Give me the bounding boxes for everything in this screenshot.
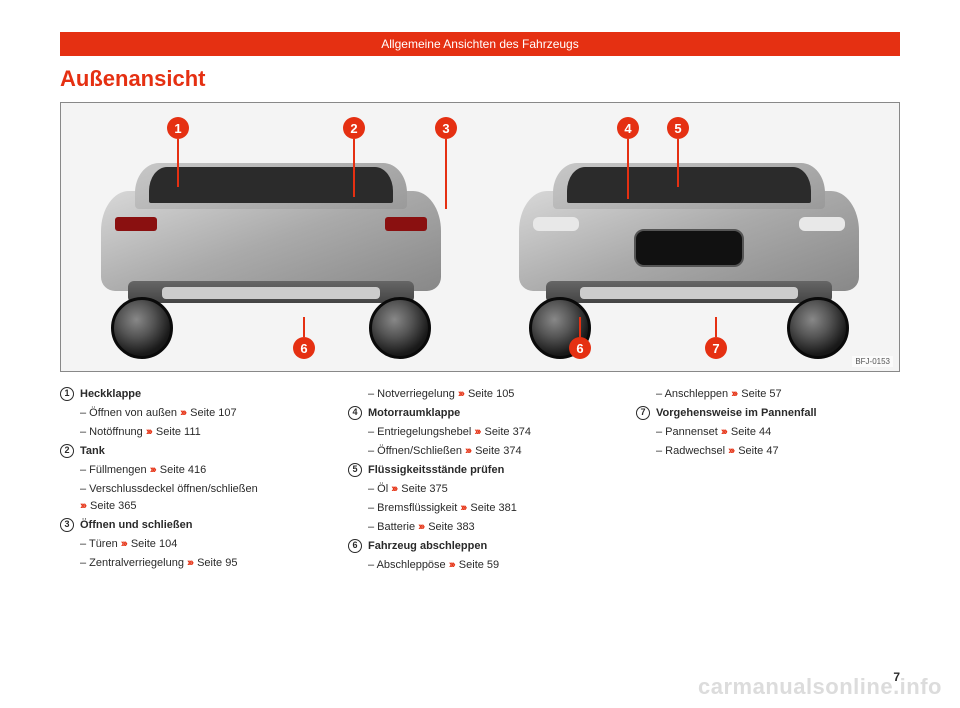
vehicle-figure: 1 23 45 6 6 7 BFJ-0153 [60,102,900,372]
legend-number-icon: 3 [60,518,74,532]
callout-marker: 2 [343,117,365,197]
legend-item: – Abschleppöse ››› Seite 59 [348,557,612,574]
legend-item: – Radwechsel ››› Seite 47 [636,443,900,460]
callout-marker: 5 [667,117,689,187]
car-rear-illustration [101,181,441,341]
legend-heading: 6Fahrzeug abschleppen [348,538,612,555]
legend-item: – Zentralverriegelung ››› Seite 95 [60,555,324,572]
legend-item: – Türen ››› Seite 104 [60,536,324,553]
legend-heading: 1Heckklappe [60,386,324,403]
legend-item: – Batterie ››› Seite 383 [348,519,612,536]
legend-item: – Pannenset ››› Seite 44 [636,424,900,441]
legend-item: – Anschleppen ››› Seite 57 [636,386,900,403]
legend-item: – Entriegelungshebel ››› Seite 374 [348,424,612,441]
legend-heading: 3Öffnen und schließen [60,517,324,534]
legend-heading: 5Flüssigkeitsstände prüfen [348,462,612,479]
legend-item: – Öffnen von außen ››› Seite 107 [60,405,324,422]
legend-column: 1Heckklappe – Öffnen von außen ››› Seite … [60,386,324,688]
callout-marker: 6 [569,317,591,359]
legend-number-icon: 2 [60,444,74,458]
chapter-header: Allgemeine Ansichten des Fahrzeugs [60,32,900,56]
legend-item: – Notöffnung ››› Seite 111 [60,424,324,441]
callout-marker: 4 [617,117,639,199]
legend-number-icon: 7 [636,406,650,420]
legend-number-icon: 4 [348,406,362,420]
callout-marker: 3 [435,117,457,209]
legend-item: – Öffnen/Schließen ››› Seite 374 [348,443,612,460]
page-title: Außenansicht [60,66,900,92]
legend-columns: 1Heckklappe – Öffnen von außen ››› Seite … [60,386,900,688]
legend-heading: 7Vorgehensweise im Pannenfall [636,405,900,422]
legend-number-icon: 6 [348,539,362,553]
legend-number-icon: 1 [60,387,74,401]
page-number: 7 [893,670,900,684]
legend-item: – Verschlussdeckel öffnen/schließen ››› … [60,481,324,515]
callout-marker: 6 [293,317,315,359]
legend-column: – Notverriegelung ››› Seite 105 4Motorrau… [348,386,612,688]
callout-marker: 1 [167,117,189,187]
legend-number-icon: 5 [348,463,362,477]
legend-item: – Notverriegelung ››› Seite 105 [348,386,612,403]
legend-heading: 2Tank [60,443,324,460]
legend-item: – Öl ››› Seite 375 [348,481,612,498]
figure-reference: BFJ-0153 [852,356,893,367]
legend-column: – Anschleppen ››› Seite 57 7Vorgehensweis… [636,386,900,688]
legend-heading: 4Motorraumklappe [348,405,612,422]
legend-item: – Füllmengen ››› Seite 416 [60,462,324,479]
legend-item: – Bremsflüssigkeit ››› Seite 381 [348,500,612,517]
callout-marker: 7 [705,317,727,359]
